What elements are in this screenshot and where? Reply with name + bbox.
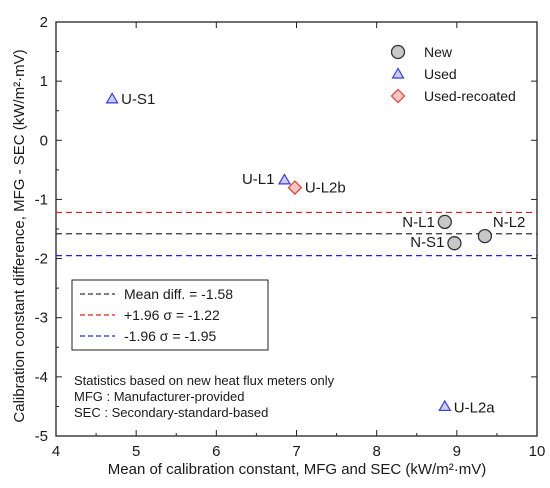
y-tick-label: -2 bbox=[35, 251, 48, 268]
legend-marker-triangle bbox=[391, 67, 405, 79]
chart-note: Statistics based on new heat flux meters… bbox=[74, 373, 335, 388]
y-tick-label: -3 bbox=[35, 310, 48, 327]
data-point-u-l2a bbox=[438, 399, 452, 412]
data-point-n-s1 bbox=[447, 236, 462, 251]
legend-marker-circle bbox=[390, 44, 406, 60]
legend-marker-diamond bbox=[390, 88, 406, 104]
y-axis-label: Calibration constant difference, MFG - S… bbox=[11, 49, 28, 422]
legend-label: New bbox=[424, 44, 453, 60]
x-axis-label: Mean of calibration constant, MFG and SE… bbox=[108, 461, 486, 478]
data-label-u-l2a: U-L2a bbox=[454, 399, 496, 416]
x-tick-label: 6 bbox=[212, 443, 220, 460]
legend-label: Used bbox=[424, 66, 457, 82]
reference-legend-label: -1.96 σ = -1.95 bbox=[124, 328, 217, 344]
y-tick-label: -1 bbox=[35, 191, 48, 208]
data-point-u-l1 bbox=[277, 173, 292, 185]
y-tick-label: -5 bbox=[35, 428, 48, 445]
y-tick-label: 1 bbox=[40, 73, 48, 90]
data-point-u-s1 bbox=[105, 92, 119, 104]
data-label-u-l2b: U-L2b bbox=[305, 180, 346, 197]
data-label-u-s1: U-S1 bbox=[121, 91, 155, 108]
data-point-n-l2 bbox=[477, 228, 493, 244]
data-label-n-l2: N-L2 bbox=[493, 214, 526, 231]
x-tick-label: 10 bbox=[529, 443, 546, 460]
x-tick-label: 9 bbox=[453, 443, 461, 460]
data-label-u-l1: U-L1 bbox=[242, 171, 275, 188]
x-tick-label: 5 bbox=[132, 443, 140, 460]
x-tick-label: 7 bbox=[292, 443, 300, 460]
x-tick-label: 4 bbox=[52, 443, 60, 460]
y-tick-label: -4 bbox=[35, 369, 48, 386]
data-point-n-l1 bbox=[437, 214, 452, 230]
legend-label: Used-recoated bbox=[424, 88, 516, 104]
x-tick-label: 8 bbox=[372, 443, 380, 460]
y-tick-label: 0 bbox=[40, 132, 48, 149]
reference-legend-label: Mean diff. = -1.58 bbox=[124, 286, 233, 302]
y-tick-label: 2 bbox=[40, 14, 48, 31]
chart-note: MFG : Manufacturer-provided bbox=[74, 389, 245, 404]
data-label-n-s1: N-S1 bbox=[410, 234, 444, 251]
data-point-u-l2b bbox=[287, 180, 303, 195]
chart-note: SEC : Secondary-standard-based bbox=[74, 405, 268, 420]
data-label-n-l1: N-L1 bbox=[402, 214, 435, 231]
reference-legend-label: +1.96 σ = -1.22 bbox=[124, 307, 220, 323]
